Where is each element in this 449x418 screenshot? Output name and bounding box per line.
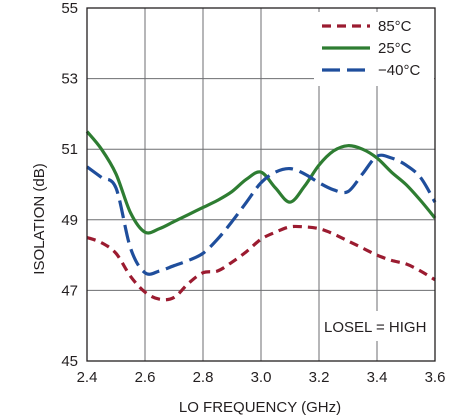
x-tick-label: 3.6 [425, 369, 446, 386]
annotation-background [320, 311, 434, 341]
y-tick-label: 49 [61, 212, 78, 229]
y-tick-label: 53 [61, 71, 78, 88]
y-tick-label: 51 [61, 141, 78, 158]
y-tick-label: 47 [61, 282, 78, 299]
legend-label-minus40c: −40°C [378, 62, 420, 79]
tick-labels: 2.4 2.6 2.8 3.0 3.2 3.4 3.6 45 47 49 51 53 55 [61, 0, 445, 386]
y-axis-title: ISOLATION (dB) [31, 163, 48, 274]
legend-label-25c: 25°C [378, 40, 412, 57]
annotation-box: LOSEL = HIGH [320, 311, 434, 341]
x-tick-label: 3.2 [309, 369, 330, 386]
series-lines [85, 130, 437, 302]
x-tick-label: 2.4 [77, 369, 98, 386]
x-tick-label: 3.0 [251, 369, 272, 386]
x-axis-title: LO FREQUENCY (GHz) [179, 399, 341, 416]
y-tick-label: 45 [61, 353, 78, 370]
plot-area-frame [86, 7, 436, 362]
legend-label-85c: 85°C [378, 18, 412, 35]
x-tick-label: 2.8 [193, 369, 214, 386]
series-line-minus40c [86, 153, 437, 276]
series-line-25c [85, 130, 437, 235]
series-line-85c [86, 224, 436, 302]
x-tick-label: 2.6 [135, 369, 156, 386]
annotation-losel-high: LOSEL = HIGH [324, 319, 426, 336]
legend: 85°C 25°C −40°C [314, 12, 434, 86]
x-tick-label: 3.4 [367, 369, 388, 386]
y-tick-label: 55 [61, 0, 78, 17]
